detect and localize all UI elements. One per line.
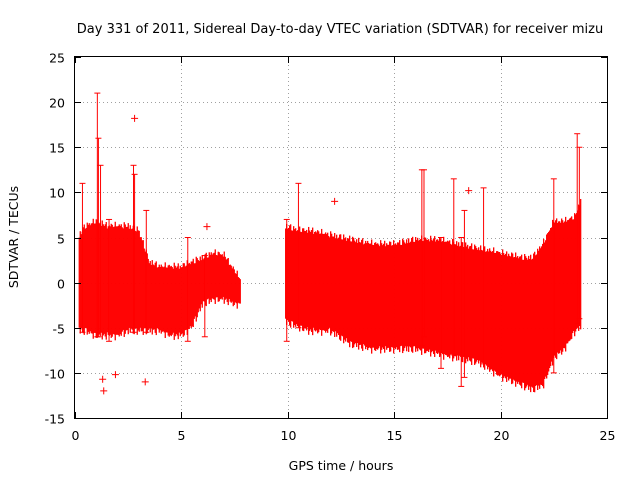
y-axis-label: SDTVAR / TECUs [6,186,21,288]
data-point [465,187,473,195]
plot-area [78,92,583,395]
y-tick-label: 15 [49,141,65,156]
y-tick-label: 20 [49,96,65,111]
x-tick-label: 20 [494,428,510,443]
y-tick-label: -15 [45,412,65,427]
data-point [203,223,211,231]
y-tick-label: 10 [49,186,65,201]
x-tick-label: 5 [178,428,186,443]
y-tick-label: 25 [49,51,65,66]
x-tick-label: 0 [72,428,80,443]
x-tick-label: 10 [281,428,297,443]
y-tick-label: 0 [57,277,65,292]
y-tick-label: -10 [45,367,65,382]
data-point [141,378,149,386]
data-point [131,114,139,122]
data-point [331,197,339,205]
x-tick-label: 15 [387,428,403,443]
x-axis-label: GPS time / hours [289,458,394,473]
axes: 0 5 10 15 20 25 -15 -10 -5 0 5 10 15 20 25 [45,51,616,444]
chart-title: Day 331 of 2011, Sidereal Day-to-day VTE… [77,22,603,37]
data-point [111,371,119,379]
x-tick-label: 25 [600,428,616,443]
y-tick-label: 5 [57,232,65,247]
data-point [100,387,108,395]
plot-frame [74,56,608,419]
data-point [99,375,107,383]
y-tick-label: -5 [53,322,65,337]
